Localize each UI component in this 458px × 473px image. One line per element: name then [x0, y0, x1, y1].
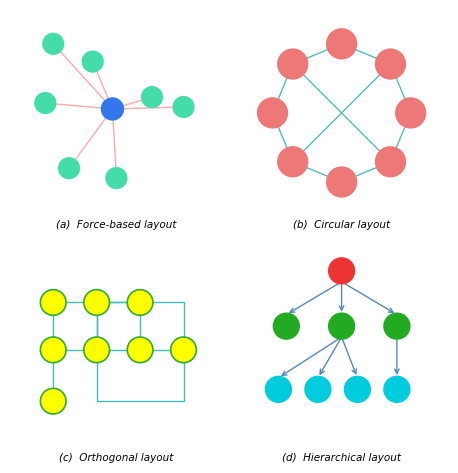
Text: (c)  Orthogonal layout: (c) Orthogonal layout — [59, 453, 174, 463]
Circle shape — [278, 49, 307, 79]
Circle shape — [43, 34, 64, 54]
Circle shape — [258, 98, 287, 128]
Circle shape — [376, 147, 405, 176]
Circle shape — [82, 51, 103, 72]
Circle shape — [84, 289, 109, 315]
Circle shape — [384, 313, 410, 339]
Circle shape — [35, 93, 55, 114]
Circle shape — [396, 98, 425, 128]
Circle shape — [329, 258, 354, 284]
Circle shape — [142, 87, 162, 107]
Circle shape — [106, 168, 127, 188]
Circle shape — [171, 337, 196, 363]
Circle shape — [127, 337, 153, 363]
Circle shape — [344, 377, 370, 402]
Circle shape — [40, 388, 66, 414]
Circle shape — [273, 313, 299, 339]
Text: (b)  Circular layout: (b) Circular layout — [293, 219, 390, 229]
Text: (d)  Hierarchical layout: (d) Hierarchical layout — [282, 453, 401, 463]
Circle shape — [278, 147, 307, 176]
Circle shape — [305, 377, 331, 402]
Circle shape — [40, 337, 66, 363]
Circle shape — [127, 289, 153, 315]
Circle shape — [329, 313, 354, 339]
Circle shape — [40, 289, 66, 315]
Circle shape — [173, 96, 194, 117]
Circle shape — [327, 29, 356, 59]
Circle shape — [327, 167, 356, 197]
Circle shape — [266, 377, 291, 402]
Circle shape — [376, 49, 405, 79]
Text: (a)  Force-based layout: (a) Force-based layout — [56, 219, 177, 229]
Circle shape — [59, 158, 79, 178]
Circle shape — [84, 337, 109, 363]
Circle shape — [384, 377, 410, 402]
Circle shape — [102, 98, 123, 120]
